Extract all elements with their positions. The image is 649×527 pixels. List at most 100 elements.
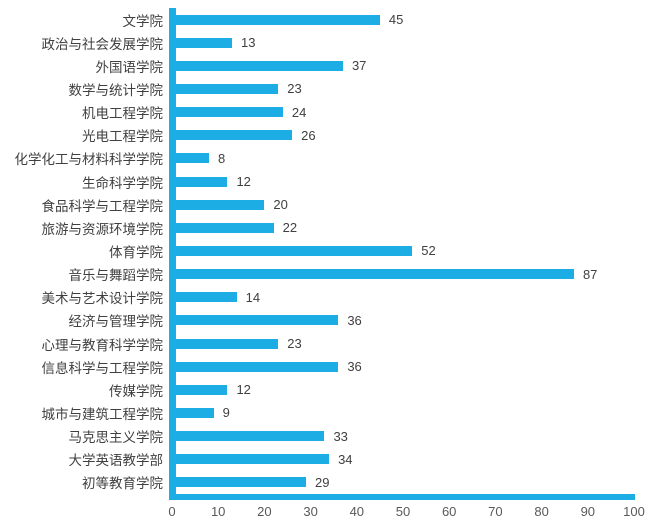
bar-track: 33 [172,425,649,448]
bar [172,14,380,25]
bar-track: 36 [172,355,649,378]
bar [172,245,413,256]
value-label: 52 [421,243,436,259]
bar-track: 87 [172,263,649,286]
chart-row: 化学化工与材料科学学院 8 [0,147,649,170]
bar [172,315,339,326]
value-label: 22 [282,220,298,236]
x-tick-label: 90 [580,504,596,519]
x-tick-label: 60 [441,504,457,519]
category-label: 旅游与资源环境学院 [41,221,164,237]
bar [172,431,325,442]
x-axis-tick-labels: 0 10 20 30 40 50 60 70 80 90 100 [0,504,649,524]
chart-row: 光电工程学院 26 [0,124,649,147]
y-axis-line [169,8,176,500]
bar [172,292,237,303]
category-label: 化学化工与材料科学学院 [14,152,164,168]
category-label: 大学英语教学部 [68,453,164,469]
bar-track: 23 [172,77,649,100]
category-label: 生命科学学院 [82,175,163,191]
chart-row: 马克思主义学院 33 [0,425,649,448]
bar [172,107,283,118]
bar-track: 23 [172,332,649,355]
bar [172,361,339,372]
value-label: 12 [236,174,251,190]
category-label: 信息科学与工程学院 [41,360,164,376]
bar [172,384,228,395]
bar [172,222,274,233]
category-label: 政治与社会发展学院 [41,36,164,52]
chart-row: 旅游与资源环境学院 22 [0,216,649,239]
bar-track: 22 [172,216,649,239]
chart-row: 体育学院 52 [0,239,649,262]
bar [172,176,228,187]
chart-row: 机电工程学院 24 [0,101,649,124]
bar-track: 34 [172,448,649,471]
x-tick-label: 10 [210,504,226,519]
bar [172,130,293,141]
bar-track: 8 [172,147,649,170]
value-label: 23 [287,336,302,352]
category-label: 美术与艺术设计学院 [41,291,164,307]
value-label: 37 [351,58,367,74]
bar-track: 12 [172,378,649,401]
plot-area: 文学院 45 政治与社会发展学院 13 外国语学院 37 数学与统计学院 23 机电工程学院 24… [0,8,649,494]
value-label: 23 [287,81,302,97]
bar-track: 14 [172,286,649,309]
category-label: 光电工程学院 [82,129,163,145]
bar [172,83,279,94]
category-label: 经济与管理学院 [68,314,164,330]
chart-row: 信息科学与工程学院 36 [0,355,649,378]
bar [172,37,233,48]
chart-row: 文学院 45 [0,8,649,31]
category-label: 机电工程学院 [82,106,163,122]
x-tick-label: 20 [257,504,272,519]
bar-track: 13 [172,31,649,54]
category-label: 音乐与舞蹈学院 [68,268,164,284]
bar [172,153,209,164]
chart-row: 数学与统计学院 23 [0,77,649,100]
x-tick-label: 30 [303,504,318,519]
category-label: 体育学院 [109,244,163,260]
bar [172,199,265,210]
bar-track: 20 [172,193,649,216]
bar-track: 45 [172,8,649,31]
bar-track: 12 [172,170,649,193]
x-tick-label: 80 [534,504,549,519]
value-label: 12 [236,382,251,398]
x-tick-label: 50 [395,504,411,519]
bar-track: 37 [172,54,649,77]
x-tick-label: 0 [168,504,176,519]
chart-row: 外国语学院 37 [0,54,649,77]
value-label: 24 [291,104,307,120]
value-label: 13 [241,35,256,51]
value-label: 36 [347,312,362,328]
bar-track: 29 [172,471,649,494]
category-label: 外国语学院 [95,59,164,75]
bar [172,454,330,465]
x-tick-label: 100 [623,504,645,519]
bar [172,60,343,71]
category-label: 初等教育学院 [82,476,163,492]
category-label: 数学与统计学院 [68,82,164,98]
category-label: 文学院 [122,13,164,29]
value-label: 8 [217,150,226,166]
chart-row: 城市与建筑工程学院 9 [0,401,649,424]
chart-row: 传媒学院 12 [0,378,649,401]
value-label: 20 [273,197,288,213]
value-label: 14 [245,289,261,305]
bar-track: 36 [172,309,649,332]
value-label: 34 [338,451,353,467]
chart-row: 经济与管理学院 36 [0,309,649,332]
bar [172,407,214,418]
bar-track: 24 [172,101,649,124]
bar [172,338,279,349]
value-label: 9 [222,405,230,421]
value-label: 87 [582,266,598,282]
value-label: 29 [314,474,330,490]
value-label: 45 [388,12,404,28]
bar [172,269,574,280]
value-label: 36 [347,359,362,375]
chart-row: 大学英语教学部 34 [0,448,649,471]
